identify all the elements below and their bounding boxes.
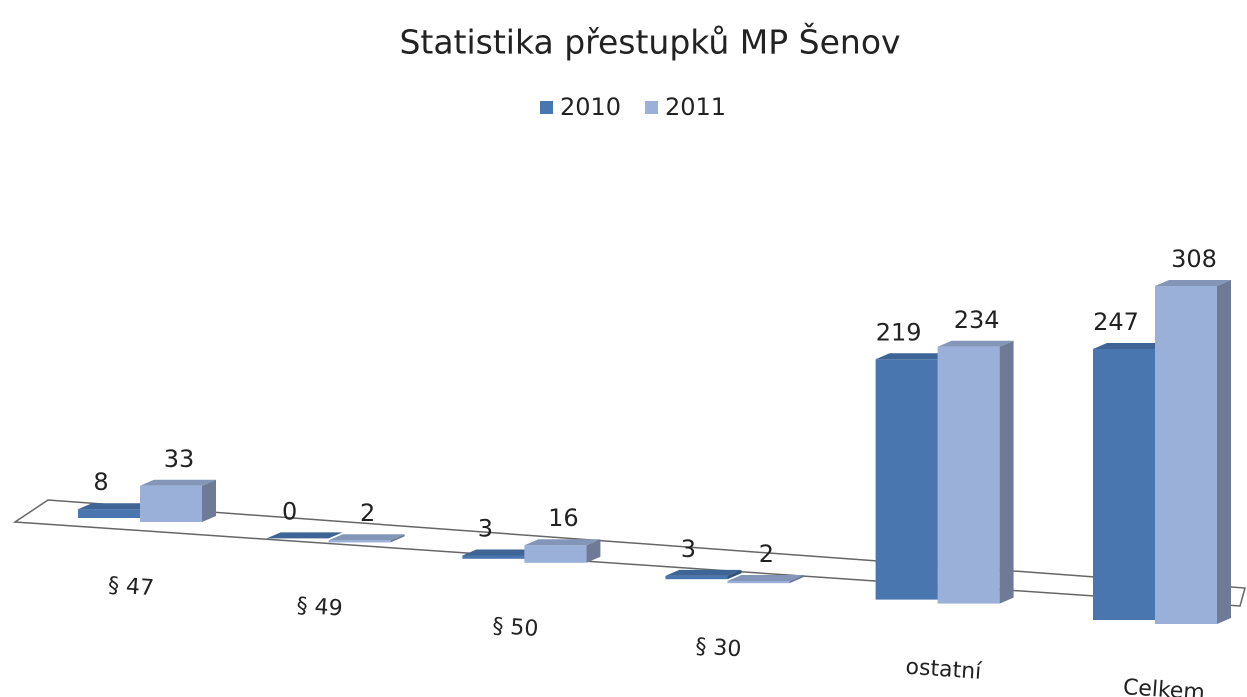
data-label: 2 (360, 499, 375, 527)
bar-side (202, 479, 216, 522)
data-label: 3 (478, 515, 493, 543)
data-label: 308 (1171, 245, 1217, 273)
bar (665, 575, 728, 580)
legend-swatch (645, 101, 658, 114)
bar (937, 346, 1000, 604)
x-tick-label: ostatní (905, 655, 983, 685)
bar-top (462, 549, 539, 556)
bar (462, 555, 525, 559)
bar (78, 509, 140, 518)
bar (875, 359, 938, 600)
bar-side (999, 340, 1014, 604)
bar (1093, 348, 1155, 620)
bar-side (727, 569, 742, 580)
chart-title: Statistika přestupků MP Šenov (399, 22, 900, 62)
bar-top (875, 353, 952, 360)
bar-side (789, 575, 804, 584)
bar (1155, 286, 1217, 624)
data-label: 16 (548, 504, 579, 532)
data-label: 33 (164, 445, 195, 473)
bar-top (266, 532, 343, 539)
data-label: 247 (1093, 308, 1139, 336)
bar-top (78, 503, 154, 510)
bar-top (665, 569, 742, 576)
bar (727, 581, 790, 584)
data-label: 234 (954, 306, 1000, 334)
bar-top (328, 534, 405, 541)
x-tick-label: § 49 (296, 593, 344, 621)
x-tick-label: Celkem (1122, 675, 1205, 697)
bar-top (1155, 280, 1231, 286)
bar-top (727, 575, 804, 582)
data-label: 3 (681, 535, 696, 563)
bar-side (390, 534, 405, 543)
bar (328, 540, 391, 543)
x-tick-label: § 30 (695, 634, 743, 662)
bar (140, 485, 202, 522)
bar-top (937, 340, 1014, 347)
bar-side (586, 539, 601, 563)
x-tick-label: § 50 (492, 614, 540, 642)
bar-top (140, 479, 216, 486)
legend-label: 2010 (560, 93, 621, 121)
legend-label: 2011 (665, 93, 726, 121)
data-label: 0 (282, 497, 297, 525)
legend-swatch (540, 101, 553, 114)
data-label: 2 (759, 540, 774, 568)
bar (524, 545, 587, 563)
x-tick-label: § 47 (107, 573, 155, 601)
bar-top (524, 539, 601, 546)
data-label: 8 (93, 468, 108, 496)
data-label: 219 (876, 318, 922, 346)
bar-top (1093, 342, 1169, 349)
bar-side (1217, 280, 1231, 624)
